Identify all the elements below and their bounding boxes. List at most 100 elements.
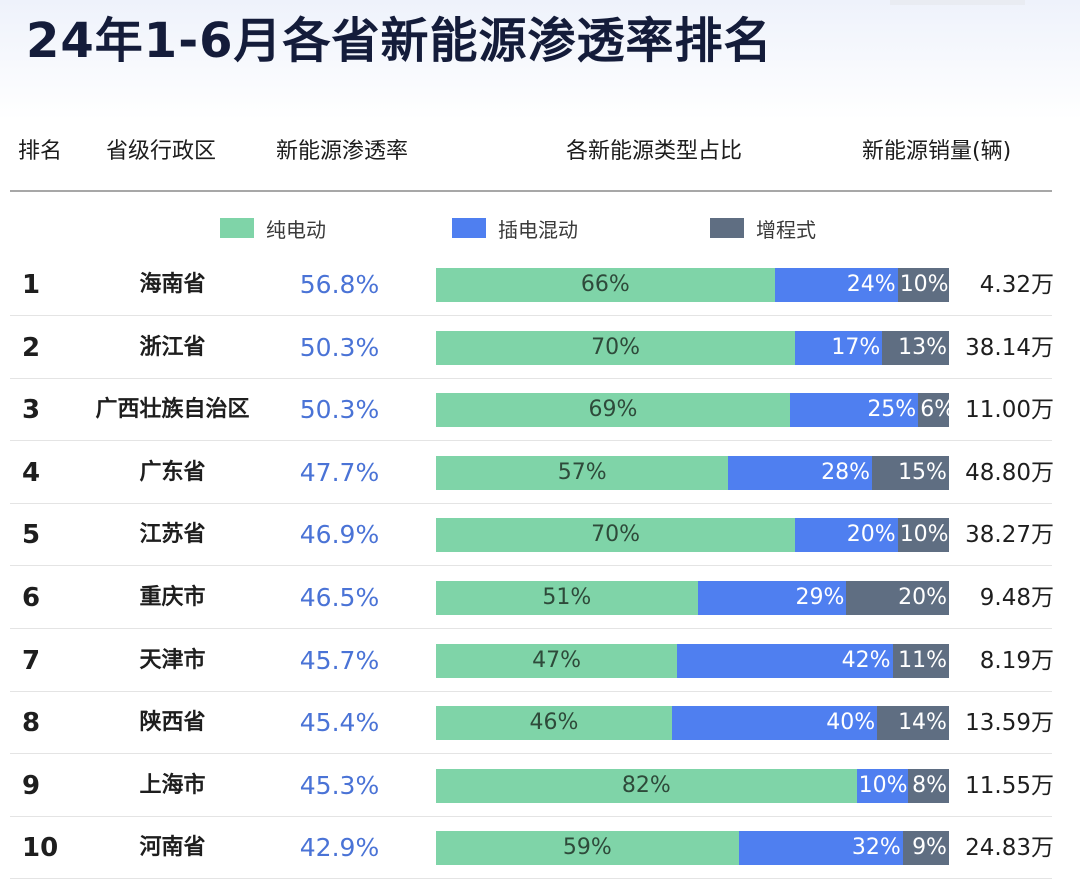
stacked-bar: 69% 25% 6% (436, 393, 955, 428)
penetration-cell: 42.9% (299, 833, 380, 863)
row-divider (10, 878, 1052, 880)
province-cell: 重庆市 (139, 585, 206, 610)
column-header-province: 省级行政区 (106, 139, 217, 164)
penetration-cell: 50.3% (299, 395, 380, 425)
legend-item-phev: 插电混动 (452, 213, 578, 243)
erev-value-label: 20% (898, 585, 947, 610)
table-row: 10 河南省 42.9% 59% 32% 9% 24.83万 (0, 817, 1080, 880)
erev-value-label: 11% (898, 647, 947, 673)
phev-value-label: 42% (841, 647, 891, 673)
sales-cell: 8.19万 (979, 647, 1054, 674)
rank-cell: 2 (22, 332, 41, 363)
province-cell: 河南省 (139, 835, 206, 861)
rank-cell: 7 (22, 645, 41, 676)
header-divider (10, 190, 1052, 192)
phev-value-label: 28% (821, 459, 871, 485)
phev-value-label: 17% (831, 334, 881, 360)
stacked-bar: 51% 29% 20% (436, 581, 949, 615)
legend-item-bev: 纯电动 (220, 213, 326, 243)
province-cell: 海南省 (139, 272, 206, 297)
rank-cell: 10 (22, 833, 59, 864)
phev-segment: 10% (856, 768, 908, 803)
stacked-bar: 66% 24% 10% (436, 268, 949, 302)
penetration-cell: 46.5% (299, 583, 380, 612)
erev-value-label: 6% (920, 397, 956, 423)
rank-cell: 9 (22, 770, 41, 801)
legend-swatch-bev (220, 218, 254, 238)
erev-segment: 11% (892, 643, 949, 678)
bev-value-label: 59% (562, 835, 612, 861)
bev-value-label: 69% (588, 397, 638, 423)
table-row: 5 江苏省 46.9% 70% 20% 10% 38.27万 (0, 504, 1080, 567)
rank-cell: 1 (22, 270, 41, 300)
table-row: 3 广西壮族自治区 50.3% 69% 25% 6% 11.00万 (0, 379, 1080, 442)
legend-label-phev: 插电混动 (498, 217, 578, 242)
stacked-bar: 46% 40% 14% (436, 706, 949, 741)
erev-value-label: 9% (912, 835, 947, 861)
phev-value-label: 29% (795, 585, 845, 610)
penetration-cell: 56.8% (299, 270, 380, 299)
legend-swatch-phev (452, 218, 486, 238)
erev-segment: 9% (902, 831, 949, 866)
legend-swatch-erev (710, 218, 744, 238)
sales-cell: 24.83万 (965, 835, 1054, 862)
erev-value-label: 10% (899, 522, 949, 548)
table-row: 1 海南省 56.8% 66% 24% 10% 4.32万 (0, 254, 1080, 316)
penetration-cell: 47.7% (299, 457, 380, 487)
legend-item-erev: 增程式 (710, 213, 816, 243)
penetration-cell: 45.4% (299, 708, 380, 738)
sales-cell: 9.48万 (979, 585, 1054, 611)
table-row: 9 上海市 45.3% 82% 10% 8% 11.55万 (0, 755, 1080, 817)
province-cell: 广西壮族自治区 (95, 397, 250, 423)
row-divider (10, 628, 1052, 629)
erev-value-label: 14% (898, 710, 947, 736)
stacked-bar: 70% 17% 13% (436, 330, 949, 365)
rank-cell: 8 (22, 708, 41, 739)
stacked-bar: 47% 42% 11% (436, 643, 949, 678)
table-row: 2 浙江省 50.3% 70% 17% 13% 38.14万 (0, 317, 1080, 379)
phev-value-label: 25% (867, 397, 917, 423)
stacked-bar: 82% 10% 8% (436, 768, 949, 803)
row-divider (10, 690, 1052, 692)
stacked-bar: 59% 32% 9% (436, 831, 949, 866)
row-divider (10, 502, 1052, 504)
row-divider (10, 377, 1052, 379)
erev-segment: 10% (897, 268, 949, 302)
stacked-bar: 70% 20% 10% (436, 518, 949, 553)
row-divider (10, 315, 1052, 316)
sales-cell: 48.80万 (965, 459, 1054, 486)
bev-segment: 66% (436, 268, 775, 302)
bev-value-label: 70% (591, 334, 640, 360)
bev-segment: 70% (436, 330, 796, 365)
sales-cell: 38.27万 (965, 522, 1054, 549)
penetration-cell: 46.9% (299, 520, 380, 550)
phev-value-label: 32% (851, 835, 901, 861)
bev-segment: 70% (436, 518, 796, 553)
sales-cell: 11.55万 (965, 772, 1054, 799)
erev-segment: 15% (872, 455, 949, 490)
bev-value-label: 66% (580, 272, 630, 297)
erev-value-label: 15% (898, 459, 947, 485)
penetration-cell: 45.3% (299, 770, 380, 800)
sales-cell: 38.14万 (965, 334, 1054, 361)
bev-segment: 46% (436, 706, 672, 741)
province-cell: 上海市 (139, 772, 206, 798)
legend-label-erev: 增程式 (756, 217, 816, 242)
erev-value-label: 13% (898, 334, 947, 360)
bev-value-label: 46% (529, 710, 579, 736)
table-row: 4 广东省 47.7% 57% 28% 15% 48.80万 (0, 442, 1080, 504)
bev-segment: 59% (436, 831, 739, 866)
province-cell: 陕西省 (139, 710, 206, 736)
province-cell: 广东省 (139, 459, 206, 485)
phev-segment: 40% (671, 706, 878, 741)
phev-segment: 25% (789, 393, 919, 428)
rank-cell: 5 (22, 520, 41, 551)
phev-segment: 24% (774, 268, 898, 302)
row-divider (10, 753, 1052, 755)
legend-label-bev: 纯电动 (266, 217, 326, 242)
phev-segment: 29% (697, 581, 847, 615)
row-divider (10, 565, 1052, 567)
province-cell: 江苏省 (139, 522, 206, 548)
rank-cell: 6 (22, 583, 41, 613)
rank-cell: 4 (22, 457, 41, 488)
